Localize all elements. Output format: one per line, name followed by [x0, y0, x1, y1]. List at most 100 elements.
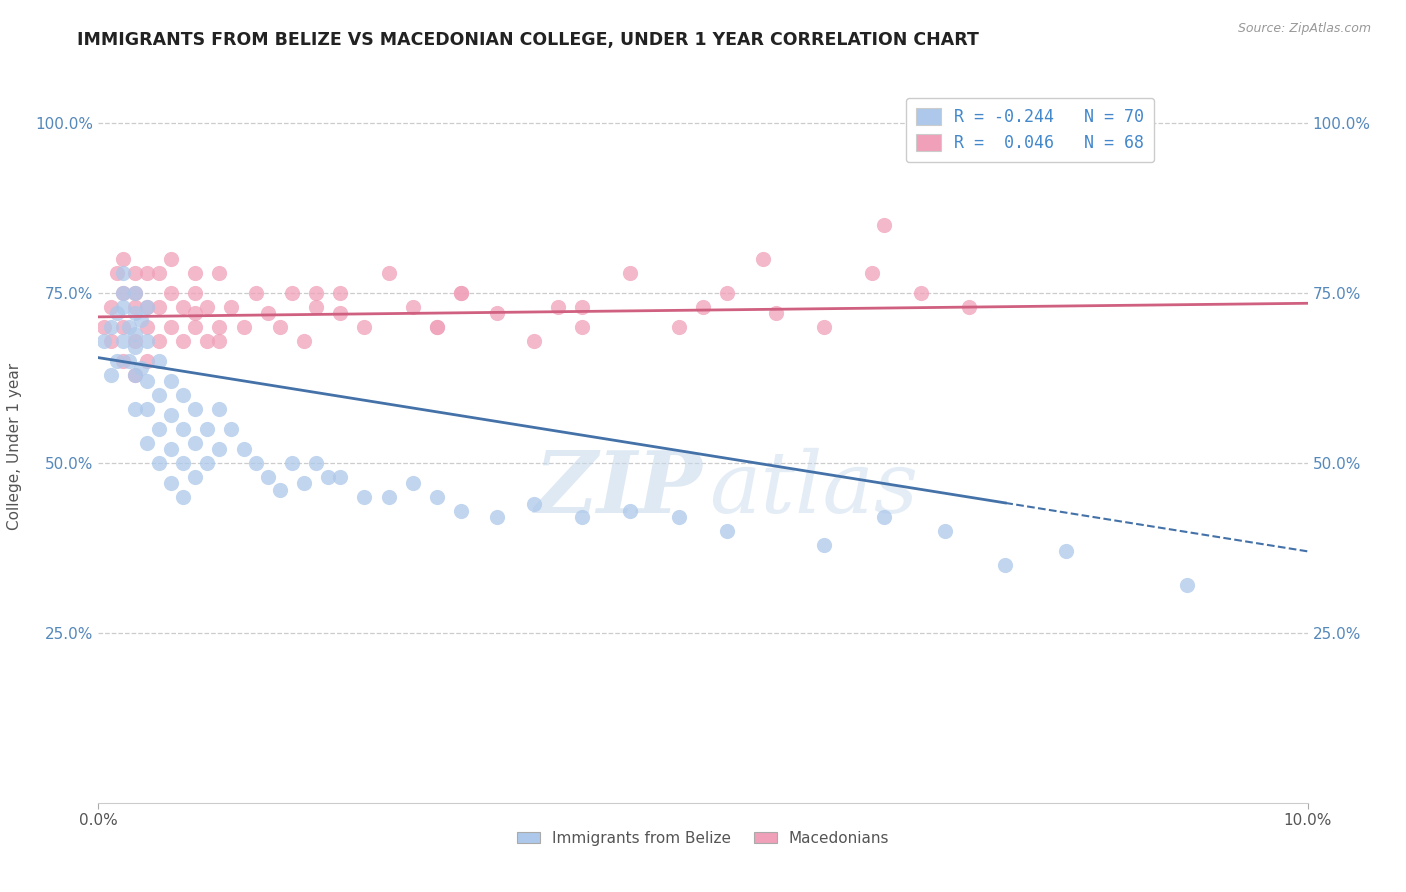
- Point: [184, 266, 207, 280]
- Point: [221, 422, 243, 436]
- Point: [716, 286, 738, 301]
- Point: [245, 286, 267, 301]
- Point: [692, 300, 714, 314]
- Point: [124, 306, 146, 320]
- Point: [148, 354, 170, 368]
- Text: atlas: atlas: [709, 448, 918, 530]
- Point: [111, 334, 134, 348]
- Point: [111, 300, 134, 314]
- Point: [208, 442, 231, 457]
- Point: [124, 266, 146, 280]
- Point: [118, 354, 141, 368]
- Point: [910, 286, 932, 301]
- Point: [129, 360, 152, 375]
- Point: [873, 510, 896, 524]
- Point: [135, 334, 157, 348]
- Point: [329, 286, 352, 301]
- Point: [619, 266, 641, 280]
- Point: [547, 300, 569, 314]
- Point: [668, 510, 690, 524]
- Point: [813, 537, 835, 551]
- Point: [208, 401, 231, 416]
- Point: [426, 320, 449, 334]
- Point: [124, 286, 146, 301]
- Point: [93, 334, 115, 348]
- Point: [281, 286, 304, 301]
- Point: [486, 306, 509, 320]
- Point: [256, 306, 278, 320]
- Point: [860, 266, 883, 280]
- Point: [195, 300, 218, 314]
- Point: [124, 341, 146, 355]
- Point: [172, 388, 194, 402]
- Point: [148, 300, 170, 314]
- Point: [195, 422, 218, 436]
- Point: [208, 266, 231, 280]
- Point: [160, 320, 183, 334]
- Point: [160, 286, 183, 301]
- Point: [105, 306, 128, 320]
- Point: [184, 469, 207, 483]
- Text: ZIP: ZIP: [536, 447, 703, 531]
- Point: [124, 300, 146, 314]
- Point: [1054, 544, 1077, 558]
- Point: [377, 266, 399, 280]
- Point: [571, 300, 593, 314]
- Point: [523, 334, 546, 348]
- Point: [426, 490, 449, 504]
- Point: [111, 354, 134, 368]
- Point: [195, 334, 218, 348]
- Point: [172, 422, 194, 436]
- Point: [353, 320, 375, 334]
- Point: [135, 354, 157, 368]
- Point: [93, 320, 115, 334]
- Point: [135, 375, 157, 389]
- Point: [172, 490, 194, 504]
- Point: [221, 300, 243, 314]
- Point: [353, 490, 375, 504]
- Point: [994, 558, 1017, 572]
- Point: [486, 510, 509, 524]
- Point: [160, 375, 183, 389]
- Point: [316, 469, 339, 483]
- Point: [1175, 578, 1198, 592]
- Point: [135, 300, 157, 314]
- Point: [105, 354, 128, 368]
- Point: [135, 266, 157, 280]
- Point: [172, 300, 194, 314]
- Text: Source: ZipAtlas.com: Source: ZipAtlas.com: [1237, 22, 1371, 36]
- Point: [571, 510, 593, 524]
- Point: [402, 300, 425, 314]
- Point: [160, 442, 183, 457]
- Point: [195, 456, 218, 470]
- Point: [523, 497, 546, 511]
- Point: [135, 401, 157, 416]
- Point: [232, 442, 254, 457]
- Point: [148, 334, 170, 348]
- Point: [100, 320, 122, 334]
- Point: [124, 401, 146, 416]
- Point: [172, 456, 194, 470]
- Point: [292, 476, 315, 491]
- Point: [111, 320, 134, 334]
- Point: [208, 320, 231, 334]
- Point: [305, 300, 328, 314]
- Legend: Immigrants from Belize, Macedonians: Immigrants from Belize, Macedonians: [510, 825, 896, 852]
- Point: [450, 286, 472, 301]
- Point: [160, 409, 183, 423]
- Point: [281, 456, 304, 470]
- Point: [184, 435, 207, 450]
- Y-axis label: College, Under 1 year: College, Under 1 year: [7, 362, 21, 530]
- Point: [111, 266, 134, 280]
- Point: [184, 306, 207, 320]
- Point: [148, 266, 170, 280]
- Point: [256, 469, 278, 483]
- Point: [752, 252, 775, 266]
- Point: [329, 306, 352, 320]
- Point: [208, 334, 231, 348]
- Point: [100, 368, 122, 382]
- Point: [184, 286, 207, 301]
- Point: [232, 320, 254, 334]
- Point: [245, 456, 267, 470]
- Point: [329, 469, 352, 483]
